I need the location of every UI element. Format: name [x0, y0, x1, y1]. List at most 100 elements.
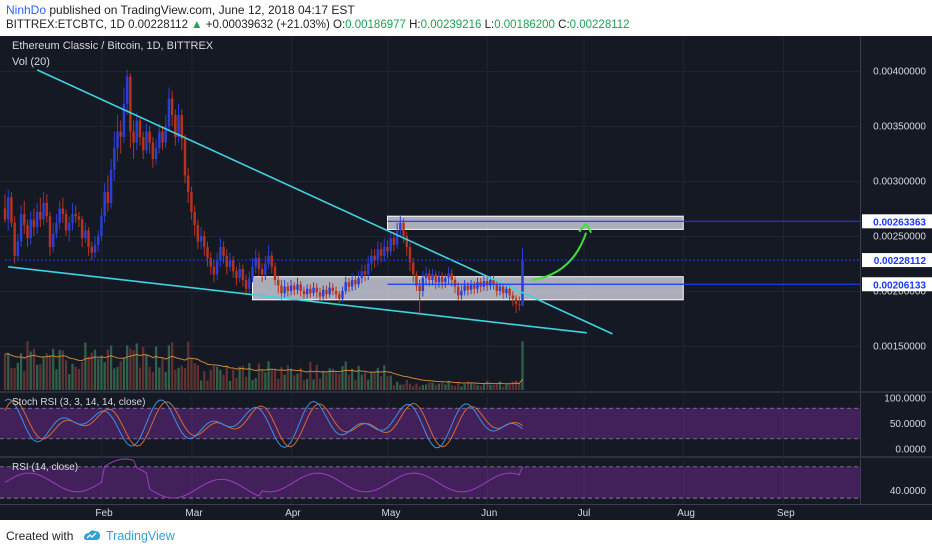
support-resistance-zone: [387, 215, 684, 230]
volume-bar: [302, 380, 306, 390]
candle-body: [145, 131, 148, 151]
candle-body: [122, 104, 126, 137]
candle-body: [431, 274, 434, 280]
candle-body: [209, 258, 212, 267]
rsi-line: [4, 458, 523, 499]
volume-bar: [521, 341, 524, 390]
trendline: [8, 266, 587, 334]
x-tick-label: Apr: [285, 508, 301, 519]
volume-bar: [318, 378, 322, 390]
x-tick-label: Feb: [95, 508, 113, 519]
volume-bar: [199, 380, 203, 390]
volume-bar: [386, 376, 389, 390]
author-link[interactable]: NinhDo: [6, 3, 47, 17]
volume-bar: [338, 373, 341, 390]
volume-bar: [502, 386, 505, 390]
volume-bar: [109, 345, 113, 390]
volume-bar: [460, 386, 463, 390]
candle-body: [270, 255, 274, 267]
stoch-tick-label: 50.0000: [890, 419, 927, 430]
volume-bar: [103, 362, 106, 390]
volume-bar: [71, 363, 74, 390]
volume-bar: [347, 374, 351, 390]
candle-body: [196, 225, 200, 242]
volume-bar: [450, 384, 453, 390]
candle-body: [495, 284, 499, 291]
candle-body: [80, 219, 84, 239]
volume-bar: [10, 367, 13, 390]
candle-body: [68, 222, 71, 231]
candle-body: [180, 115, 184, 140]
candle-body: [321, 289, 325, 297]
tradingview-logo-icon[interactable]: [82, 527, 102, 543]
change-value: +0.00039632 (+21.03%): [205, 19, 330, 31]
candle-body: [511, 295, 515, 299]
price-label-value: 0.00228112: [874, 256, 927, 267]
volume-bar: [183, 368, 187, 390]
volume-bar: [492, 384, 495, 390]
candle-body: [505, 288, 508, 294]
y-tick-label: 0.00300000: [873, 177, 926, 188]
candle-body: [338, 294, 341, 299]
candle-body: [370, 255, 373, 264]
volume-bar: [479, 385, 482, 390]
volume-bar: [463, 383, 466, 390]
volume-bar: [399, 384, 402, 390]
volume-bar: [325, 372, 328, 390]
ohlc-line: BITTREX:ETCBTC, 1D 0.00228112 ▲ +0.00039…: [6, 19, 630, 31]
candle-body: [489, 280, 492, 286]
volume-bar: [261, 369, 264, 390]
candle-body: [466, 285, 470, 290]
candle-body: [276, 280, 280, 286]
symbol-label: BITTREX:ETCBTC, 1D: [6, 19, 125, 31]
volume-bar: [216, 366, 219, 390]
candle-body: [518, 304, 521, 306]
volume-bar: [344, 361, 347, 390]
candle-body: [299, 284, 302, 291]
candle-body: [148, 131, 151, 143]
volume-bar: [206, 380, 209, 390]
volume-bar: [396, 381, 399, 390]
arrow-head-icon: [578, 223, 593, 234]
volume-bar: [437, 383, 441, 390]
candle-body: [463, 285, 466, 291]
volume-bar: [280, 366, 283, 390]
candle-body: [158, 131, 161, 148]
y-tick-label: 0.00150000: [873, 342, 926, 353]
footer: Created with TradingView: [0, 520, 932, 550]
candle-body: [215, 260, 219, 275]
candle-body: [267, 255, 270, 264]
candle-body: [19, 214, 23, 242]
price-label-box: [862, 214, 932, 229]
volume-bar: [177, 367, 180, 390]
volume-bar: [26, 341, 29, 390]
candle-body: [87, 230, 90, 247]
volume-bar: [296, 373, 299, 390]
volume-bar: [232, 369, 235, 390]
trendline: [36, 69, 613, 335]
volume-bar: [370, 372, 373, 390]
volume-bar: [228, 380, 232, 390]
candle-body: [77, 216, 81, 220]
trading-chart[interactable]: 0.00400000 0.00350000 0.00300000 0.00250000…: [0, 36, 932, 520]
candle-body: [405, 236, 409, 247]
candle-body: [32, 219, 36, 228]
volume-bar: [405, 379, 408, 390]
volume-bar: [135, 343, 138, 390]
candle-body: [167, 98, 171, 126]
low-value: 0.00186200: [494, 19, 555, 31]
volume-bar: [421, 384, 424, 390]
volume-bar: [164, 371, 167, 390]
price-label-box: [862, 277, 932, 292]
candle-body: [469, 284, 473, 290]
volume-bar: [389, 375, 392, 390]
stoch-band: [0, 408, 860, 439]
volume-bar: [126, 345, 129, 390]
candle-body: [273, 266, 277, 280]
candle-body: [392, 238, 396, 245]
candle-body: [312, 287, 315, 294]
tradingview-brand[interactable]: TradingView: [106, 529, 175, 543]
candle-body: [257, 258, 261, 269]
volume-bar: [306, 378, 309, 390]
rsi-tick-label: 40.0000: [890, 486, 927, 497]
